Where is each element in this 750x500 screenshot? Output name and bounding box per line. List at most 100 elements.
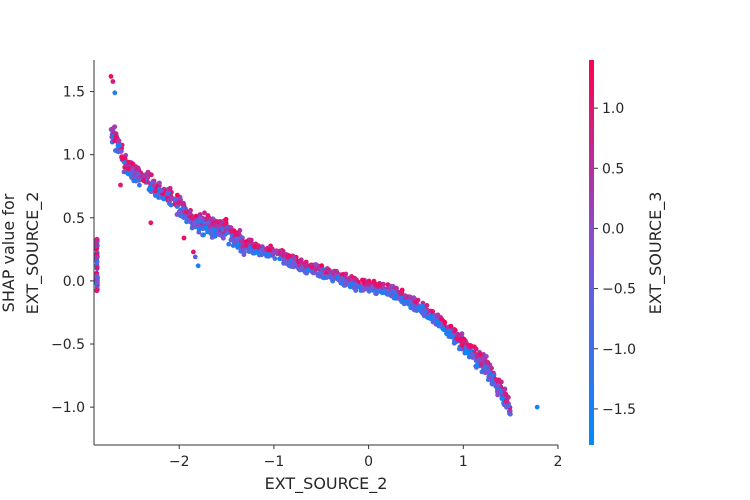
data-point (273, 249, 279, 254)
data-point (440, 326, 446, 332)
data-point (430, 309, 435, 315)
data-point (272, 256, 278, 261)
x-tick-label: −2 (169, 454, 190, 470)
data-point (352, 275, 358, 281)
data-point (220, 227, 226, 233)
data-point (484, 367, 490, 372)
data-point (209, 235, 215, 240)
data-point (446, 328, 452, 334)
data-point (408, 299, 413, 305)
data-point (224, 230, 230, 236)
data-point (330, 269, 336, 275)
x-axis-label: EXT_SOURCE_2 (265, 474, 388, 494)
data-point (241, 252, 247, 258)
data-point (113, 134, 119, 140)
data-point (504, 399, 510, 404)
data-point (298, 259, 304, 264)
data-point (243, 243, 249, 249)
data-point (407, 294, 413, 300)
data-point (149, 172, 154, 178)
data-point (135, 171, 141, 177)
colorbar-ticks: 1.0 0.5 0.0 −0.5 −1.0 −1.5 (594, 101, 636, 418)
data-point (223, 216, 229, 222)
data-point (201, 232, 207, 238)
data-point (161, 196, 167, 202)
data-point (208, 229, 214, 235)
data-point (228, 225, 234, 231)
x-tick-label: 2 (554, 454, 563, 470)
data-point (108, 74, 114, 79)
data-point (94, 242, 99, 247)
data-point (469, 351, 475, 357)
data-point (126, 159, 131, 165)
data-point (94, 255, 100, 260)
data-point (347, 275, 352, 281)
data-point (221, 235, 226, 241)
data-point (157, 180, 162, 186)
data-point (386, 291, 392, 297)
data-point (137, 182, 142, 188)
data-point (251, 244, 257, 249)
data-point (435, 314, 441, 319)
data-point (118, 182, 123, 188)
data-point (435, 320, 441, 326)
y-tick-label: 0.0 (63, 274, 85, 290)
data-point (177, 210, 183, 215)
colorbar-label: EXT_SOURCE_3 (646, 192, 666, 315)
data-point (399, 287, 405, 293)
data-point (342, 280, 348, 285)
data-point (118, 149, 124, 154)
data-point (151, 182, 157, 188)
data-point (468, 343, 474, 349)
data-point (233, 232, 238, 238)
data-point (165, 191, 171, 197)
data-point (180, 205, 186, 211)
data-point (379, 290, 385, 296)
data-point (214, 219, 220, 224)
colorbar-tick-label: 0.0 (602, 221, 624, 237)
y-tick-label: −0.5 (51, 337, 85, 353)
colorbar-tick-label: −1.5 (602, 402, 636, 418)
data-point (175, 192, 180, 198)
data-point (237, 228, 243, 233)
data-point (120, 156, 126, 162)
data-point (416, 305, 422, 311)
data-point (462, 340, 467, 345)
data-point (130, 161, 136, 167)
colorbar-tick-label: 0.5 (602, 161, 624, 177)
data-point (156, 195, 161, 200)
data-point (319, 263, 325, 269)
data-point (202, 210, 207, 216)
data-point (420, 303, 425, 309)
data-point (192, 254, 198, 260)
data-point (448, 323, 454, 329)
data-point (217, 232, 223, 238)
data-point (454, 336, 459, 342)
data-point (463, 350, 469, 356)
x-tick-label: 1 (459, 454, 468, 470)
data-point (430, 319, 436, 325)
data-point (291, 256, 297, 261)
data-point (153, 188, 159, 194)
data-point (365, 286, 370, 292)
data-point (167, 186, 173, 192)
y-tick-label: −1.0 (51, 400, 85, 416)
data-point (286, 262, 292, 268)
data-point (423, 309, 428, 315)
data-point (94, 236, 100, 242)
data-point (494, 389, 500, 394)
data-point (426, 315, 432, 321)
data-point (267, 247, 272, 253)
data-point (239, 244, 245, 250)
data-point (283, 258, 288, 264)
data-point (491, 372, 496, 378)
data-point (110, 79, 116, 84)
data-point (392, 289, 397, 294)
data-point (402, 293, 408, 298)
data-point (456, 332, 461, 337)
y-axis-label-line2: EXT_SOURCE_2 (23, 192, 43, 315)
data-point (148, 220, 154, 226)
data-point (313, 262, 319, 267)
data-point (226, 241, 232, 247)
